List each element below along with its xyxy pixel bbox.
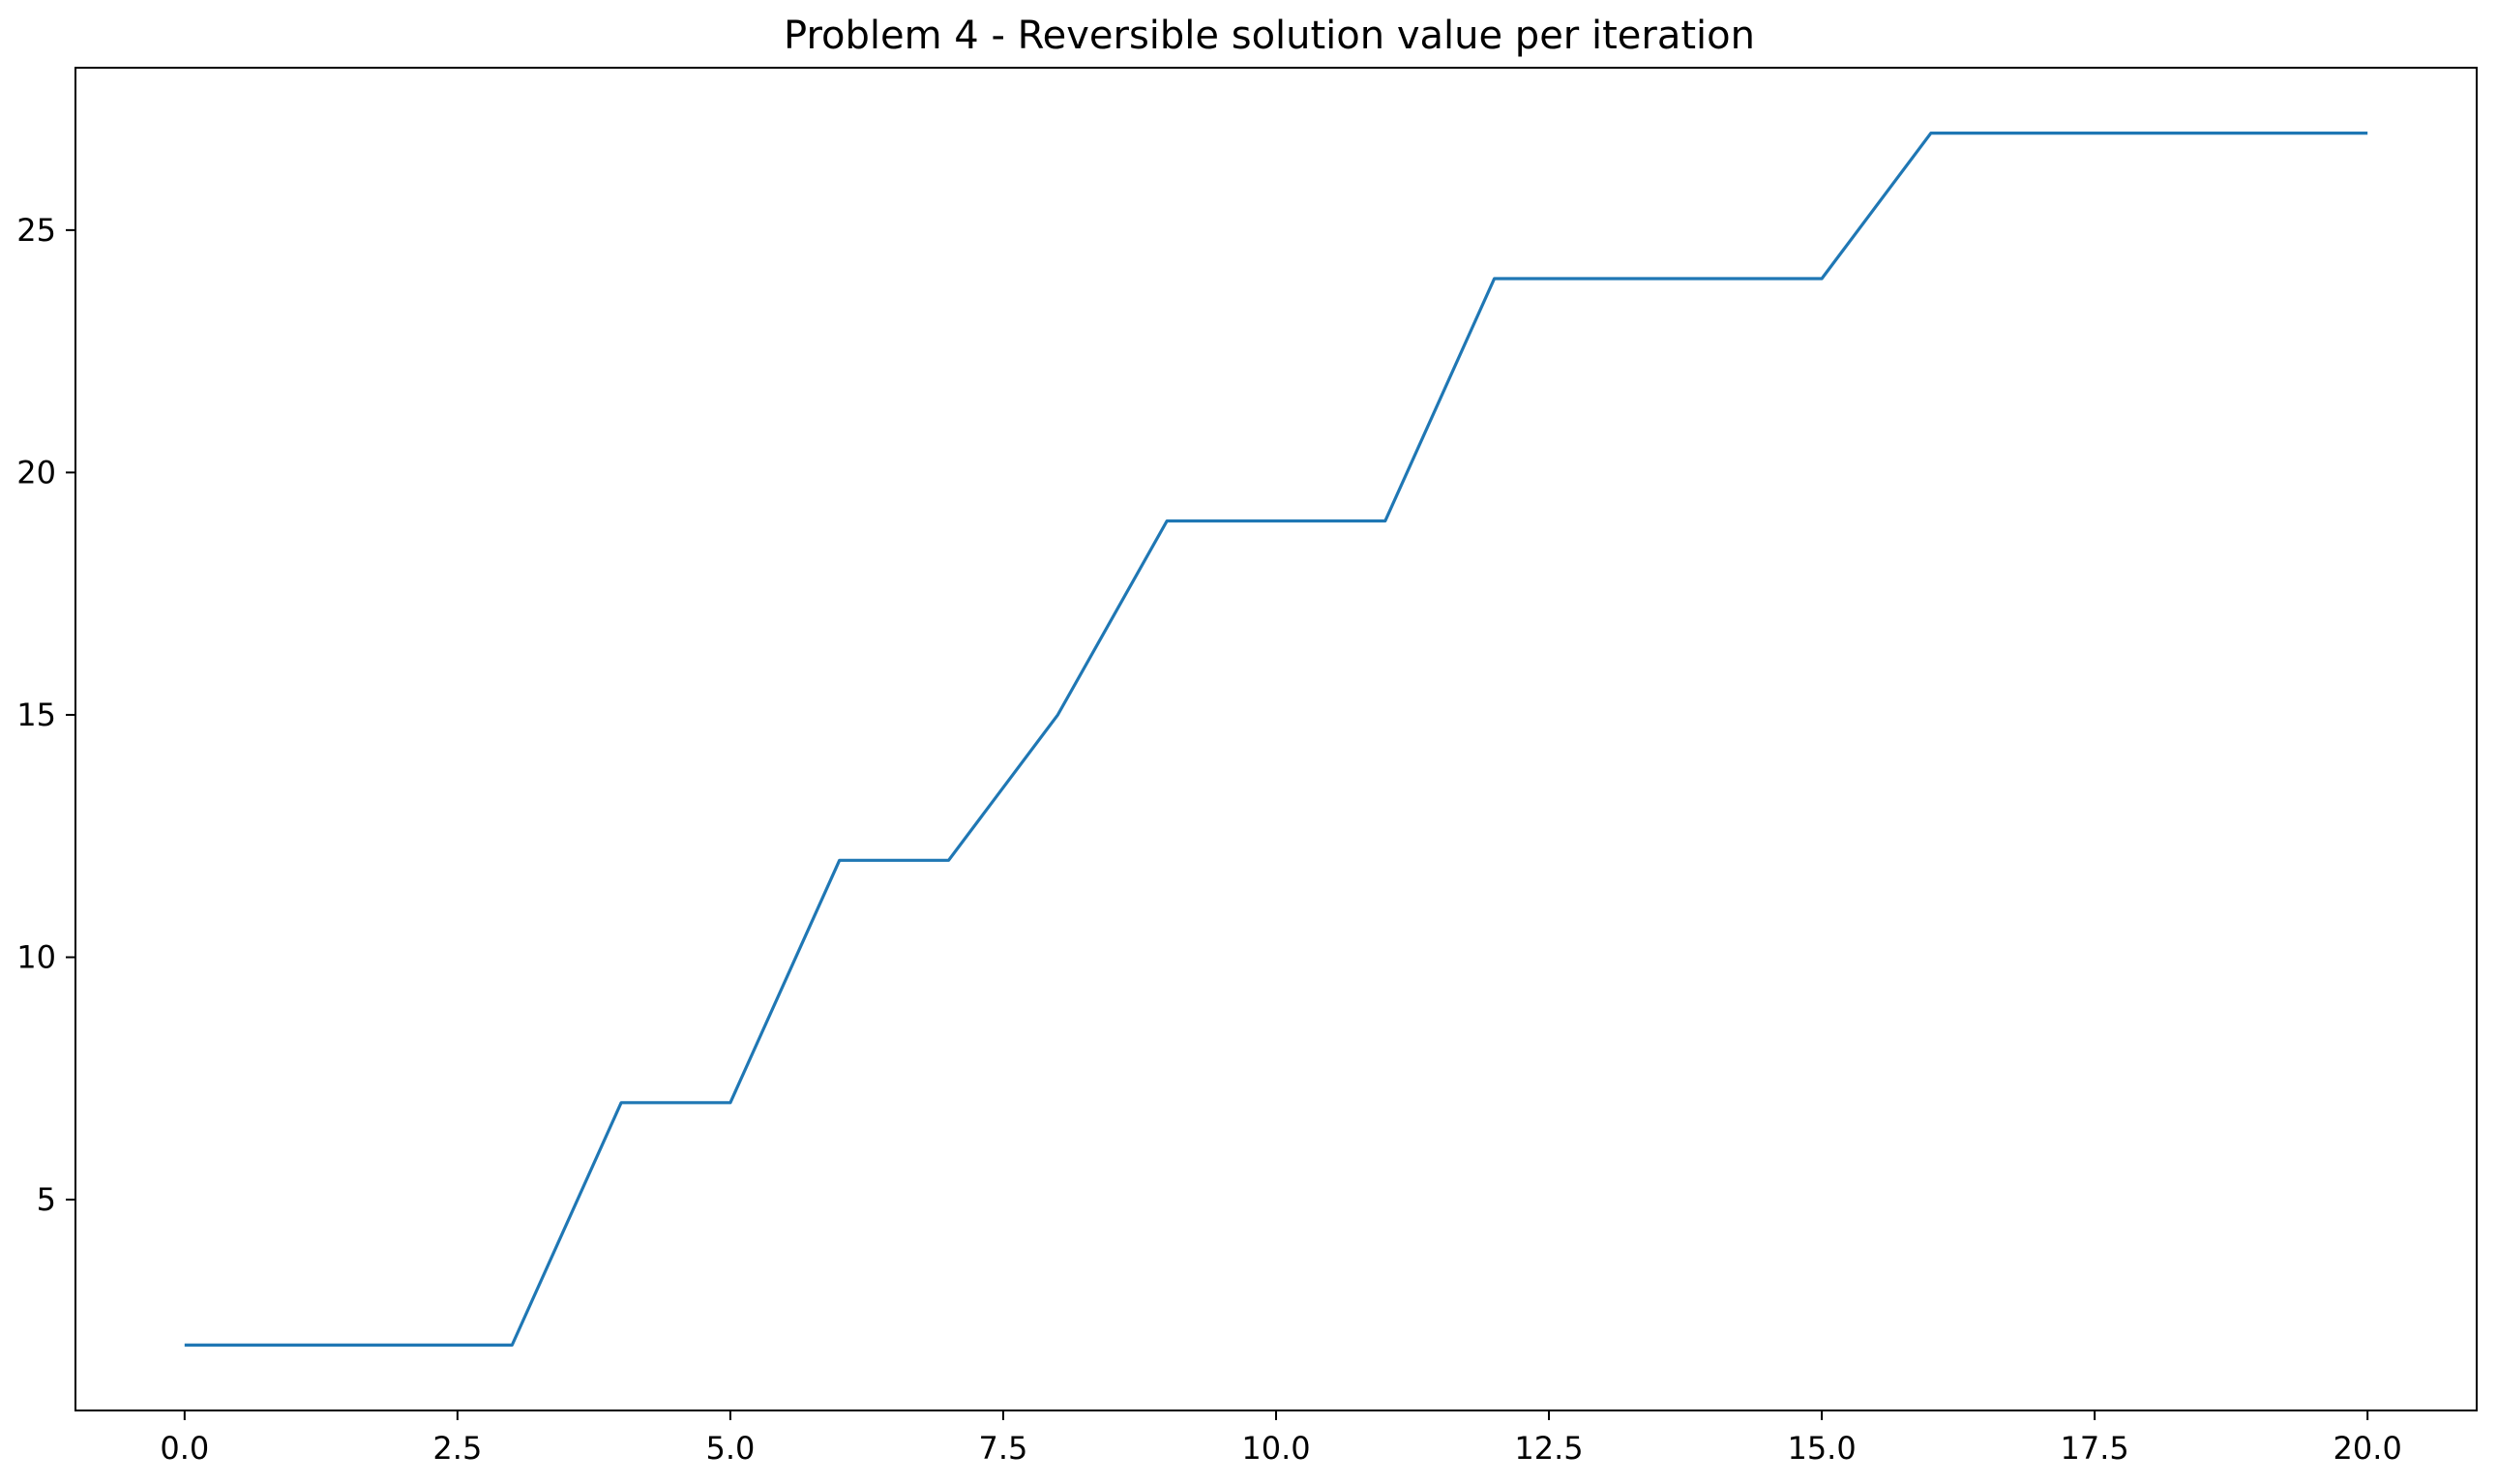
y-tick-label: 20 — [16, 454, 56, 490]
y-tick-label: 5 — [37, 1181, 56, 1218]
x-tick-label: 12.5 — [1514, 1430, 1583, 1467]
chart-title: Problem 4 - Reversible solution value pe… — [784, 14, 1755, 58]
x-tick-label: 10.0 — [1241, 1430, 1310, 1467]
y-tick-label: 15 — [16, 697, 56, 733]
x-tick-label: 15.0 — [1787, 1430, 1856, 1467]
x-tick-label: 17.5 — [2061, 1430, 2129, 1467]
x-tick-label: 20.0 — [2334, 1430, 2402, 1467]
x-tick-label: 7.5 — [979, 1430, 1028, 1467]
y-tick-label: 25 — [16, 212, 56, 249]
y-tick-label: 10 — [16, 938, 56, 975]
plot-area: 0.0 2.5 5.0 7.5 10.0 12.5 15.0 17.5 20.0 5 10 15 20 2… — [16, 67, 2478, 1467]
x-tick-label: 5.0 — [705, 1430, 755, 1467]
plot-frame — [74, 67, 2478, 1411]
series-line-0 — [184, 132, 2368, 1348]
x-tick-label: 0.0 — [160, 1430, 209, 1467]
x-tick-label: 2.5 — [432, 1430, 482, 1467]
